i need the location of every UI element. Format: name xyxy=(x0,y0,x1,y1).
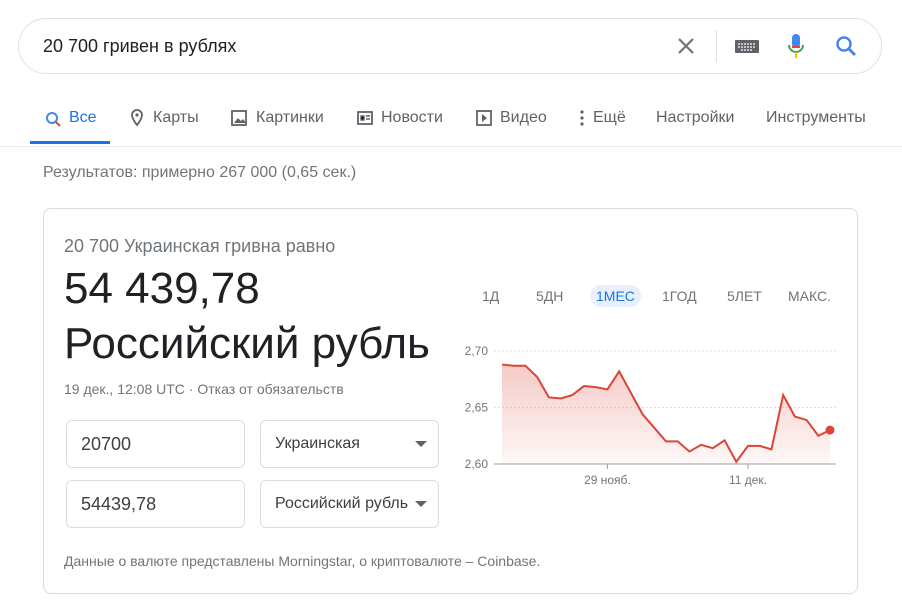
tab-icon xyxy=(476,110,492,126)
x-tick-label: 29 нояб. xyxy=(584,473,631,487)
tab[interactable]: Все xyxy=(69,109,97,126)
tab-icon xyxy=(46,112,61,127)
source-note: Данные о валюте представлены Morningstar… xyxy=(64,553,541,569)
tab[interactable]: Карты xyxy=(153,109,199,126)
range-tab[interactable]: МАКС. xyxy=(788,288,831,304)
tab-icon xyxy=(131,109,143,127)
tab[interactable]: Ещё xyxy=(593,109,626,126)
tab-icon xyxy=(580,110,584,126)
separator xyxy=(0,146,902,147)
chart: 2,60 2,65 2,70 29 нояб. 11 дек. xyxy=(465,344,836,487)
x-tick-label: 11 дек. xyxy=(729,473,767,487)
to-currency[interactable]: Российский рубль xyxy=(260,480,439,528)
y-tick-label: 2,60 xyxy=(465,457,489,471)
result-value: 54 439,78 xyxy=(64,264,260,313)
result-currency: Российский рубль xyxy=(64,319,430,368)
to-amount[interactable]: 54439,78 xyxy=(66,480,245,528)
tab[interactable]: Инструменты xyxy=(766,109,866,126)
y-tick-label: 2,65 xyxy=(465,401,489,415)
results-stats: Результатов: примерно 267 000 (0,65 сек.… xyxy=(43,164,357,181)
mic-icon[interactable] xyxy=(786,32,806,60)
search-query[interactable]: 20 700 гривен в рублях xyxy=(43,36,237,56)
range-tab[interactable]: 1МЕС xyxy=(590,285,641,307)
search-icon[interactable] xyxy=(834,34,858,58)
meta: 19 дек., 12:08 UTC · Отказ от обязательс… xyxy=(64,381,344,397)
range-tab[interactable]: 5ДН xyxy=(536,288,564,304)
equals-text: 20 700 Украинская гривна равно xyxy=(64,236,336,256)
range-tab[interactable]: 5ЛЕТ xyxy=(727,288,762,304)
tab[interactable]: Настройки xyxy=(656,109,735,126)
tab[interactable]: Видео xyxy=(500,109,547,126)
timestamp: 19 дек., 12:08 UTC xyxy=(64,381,185,397)
search-box[interactable] xyxy=(18,18,882,74)
tab-icon xyxy=(231,110,247,126)
line xyxy=(501,363,831,464)
tab-underline xyxy=(30,141,110,144)
disclaimer[interactable]: Отказ от обязательств xyxy=(197,381,344,397)
from-currency[interactable]: Украинская гривна xyxy=(260,420,439,468)
y-tick-label: 2,70 xyxy=(465,344,489,358)
divider xyxy=(716,30,717,62)
dropdown-arrow xyxy=(415,501,427,507)
dropdown-arrow xyxy=(415,441,427,447)
from-amount[interactable]: 20700 xyxy=(66,420,245,468)
keyboard-icon[interactable] xyxy=(734,38,760,56)
last-point xyxy=(825,425,835,435)
range-tab[interactable]: 1ГОД xyxy=(662,288,697,304)
tab-icon xyxy=(357,111,373,125)
tab[interactable]: Новости xyxy=(381,109,443,126)
area xyxy=(502,364,830,464)
converter-card xyxy=(43,208,858,594)
range-tab[interactable]: 1Д xyxy=(482,288,500,304)
clear-icon[interactable] xyxy=(674,34,698,58)
tab[interactable]: Картинки xyxy=(256,109,324,126)
